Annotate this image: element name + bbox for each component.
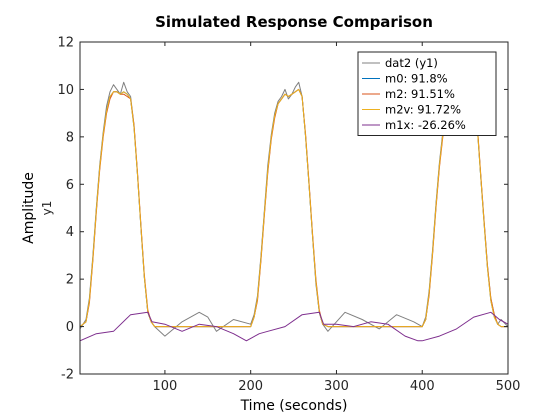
y-tick-label: 2 — [66, 273, 74, 288]
y-tick-label: 10 — [57, 83, 74, 98]
legend-entry-4: m1x: -26.26% — [385, 118, 466, 132]
legend-entry-0: dat2 (y1) — [385, 56, 438, 70]
y-tick-label: 12 — [57, 36, 74, 51]
y-tick-label: 4 — [66, 225, 74, 240]
y-axis-sublabel: y1 — [40, 201, 54, 216]
y-tick-label: 6 — [66, 178, 74, 193]
x-tick-label: 100 — [152, 379, 177, 394]
legend-entry-3: m2v: 91.72% — [385, 103, 461, 117]
y-tick-label: 8 — [66, 130, 74, 145]
chart-title: Simulated Response Comparison — [155, 13, 433, 31]
legend-box — [357, 51, 497, 136]
x-tick-label: 300 — [324, 379, 349, 394]
y-tick-label: -2 — [61, 368, 74, 383]
y-axis-label: Amplitude — [21, 172, 37, 244]
x-tick-label: 500 — [496, 379, 521, 394]
axes-box — [79, 41, 509, 375]
axes-layer: 100 200 300 400 500 -2 0 2 4 6 8 10 12 — [57, 36, 520, 395]
legend-entry-1: m0: 91.8% — [385, 72, 448, 86]
legend-entry-2: m2: 91.51% — [385, 87, 455, 101]
x-tick-label: 200 — [238, 379, 263, 394]
x-axis-label: Time (seconds) — [240, 398, 348, 414]
legend: dat2 (y1) m0: 91.8%m2: 91.51% m2v: 91.72%m… — [357, 51, 497, 136]
y-tick-label: 0 — [66, 320, 74, 335]
x-tick-label: 400 — [410, 379, 435, 394]
series-line-4 — [80, 311, 508, 342]
